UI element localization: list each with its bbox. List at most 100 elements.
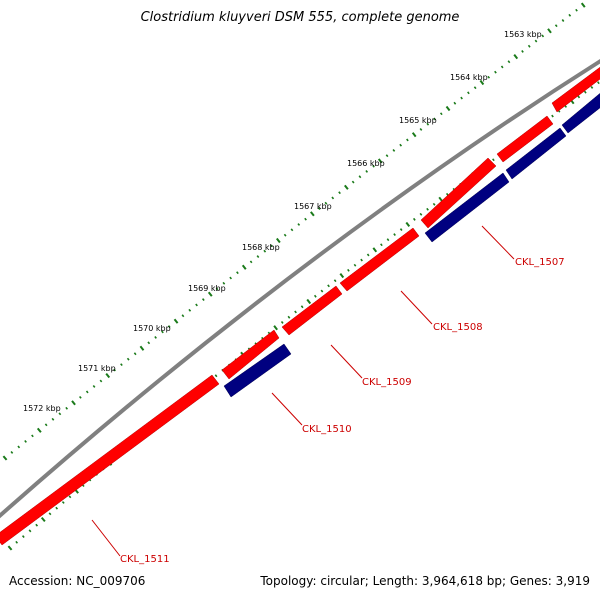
inner-ruler-tick	[40, 516, 46, 523]
inner-ruler-tick	[294, 310, 297, 314]
outer-ruler-tick	[51, 417, 55, 421]
outer-ruler-tick	[580, 2, 586, 8]
genome-summary-text: Topology: circular; Length: 3,964,618 bp…	[260, 574, 590, 588]
outer-ruler-tick	[310, 211, 315, 217]
outer-ruler-tick	[297, 223, 301, 226]
inner-ruler-tick	[492, 158, 495, 162]
outer-ruler-tick	[304, 217, 307, 221]
inner-ruler-tick	[320, 289, 324, 293]
reverse-strand	[223, 93, 600, 398]
inner-ruler-tick	[551, 114, 554, 118]
inner-ruler-tick	[327, 284, 330, 288]
outer-ruler-tick	[222, 281, 226, 285]
outer-ruler-tick	[392, 149, 396, 152]
outer-ruler-tick	[527, 44, 531, 48]
inner-ruler-tick	[300, 305, 304, 309]
gene-label-ckl-1511: CKL_1511	[120, 554, 170, 565]
outer-ruler-tick	[338, 191, 341, 195]
inner-ruler-tick	[347, 268, 350, 272]
outer-ruler-tick	[256, 255, 260, 258]
inner-ruler-tick	[419, 212, 423, 216]
outer-ruler-tick	[270, 244, 273, 248]
leader-ckl-1507	[481, 225, 515, 260]
outer-ruler-tick	[105, 372, 111, 379]
ruler-label-1568: 1568 kbp	[242, 243, 280, 252]
outer-ruler-tick	[236, 271, 239, 275]
gene-ckl-1511-shape	[0, 374, 220, 546]
inner-ruler-tick	[7, 545, 13, 551]
outer-ruler-tick	[36, 427, 42, 433]
outer-ruler-tick	[188, 308, 192, 312]
inner-ruler-tick	[339, 272, 345, 279]
outer-ruler-tick	[406, 138, 409, 142]
outer-ruler-tick	[399, 143, 403, 147]
inner-ruler-tick	[590, 86, 594, 89]
outer-ruler	[2, 2, 586, 461]
outer-ruler-tick	[17, 445, 21, 449]
outer-ruler-tick	[365, 170, 369, 173]
inner-ruler-tick	[412, 217, 416, 221]
map-title: Clostridium kluyveri DSM 555, complete g…	[140, 10, 460, 25]
ruler-label-1565: 1565 kbp	[399, 116, 437, 125]
outer-ruler-tick	[473, 86, 477, 90]
outer-ruler-tick	[568, 13, 572, 17]
inner-ruler-tick	[15, 540, 19, 544]
outer-ruler-tick	[195, 303, 198, 307]
outer-ruler-tick	[521, 50, 524, 53]
outer-ruler-tick	[249, 260, 253, 264]
outer-ruler-tick	[290, 228, 294, 232]
outer-ruler-tick	[358, 175, 362, 179]
outer-ruler-tick	[283, 233, 287, 237]
outer-ruler-tick	[113, 368, 116, 372]
outer-ruler-tick	[426, 122, 430, 126]
outer-ruler-tick	[207, 291, 213, 297]
inner-ruler-tick	[577, 95, 581, 99]
gene-ckl-1510-shape	[223, 343, 292, 398]
outer-ruler-tick	[161, 330, 164, 334]
inner-ruler-tick	[21, 535, 25, 538]
ruler-label-1569: 1569 kbp	[188, 284, 226, 293]
accession-text: Accession: NC_009706	[9, 574, 146, 588]
outer-ruler-tick	[507, 60, 511, 64]
inner-ruler-tick	[306, 298, 312, 305]
gene-reverse-a-shape	[505, 127, 567, 180]
outer-ruler-tick	[324, 201, 328, 205]
inner-ruler-tick	[380, 243, 383, 247]
outer-ruler-tick	[276, 237, 281, 244]
outer-ruler-tick	[331, 196, 335, 200]
outer-ruler-tick	[433, 117, 436, 121]
inner-ruler-tick	[55, 506, 59, 510]
outer-ruler-tick	[385, 154, 389, 158]
inner-ruler-tick	[48, 512, 52, 516]
outer-ruler-tick	[351, 180, 355, 184]
outer-ruler-tick	[181, 314, 185, 318]
gene-forward-a-shape	[420, 157, 497, 229]
inner-ruler-tick	[333, 279, 337, 283]
outer-ruler-tick	[453, 101, 457, 105]
gene-ckl-1507-shape	[424, 172, 510, 243]
inner-ruler-tick	[353, 263, 357, 267]
outer-ruler-tick	[377, 158, 383, 164]
ruler-label-1566: 1566 kbp	[347, 159, 385, 168]
outer-ruler-tick	[78, 395, 82, 399]
outer-ruler-tick	[513, 53, 519, 60]
leader-ckl-1511	[91, 519, 121, 557]
inner-ruler-tick	[432, 202, 436, 206]
inner-ruler-tick	[273, 325, 278, 331]
inner-ruler-tick	[366, 253, 370, 257]
outer-ruler-tick	[344, 184, 349, 190]
outer-ruler-tick	[92, 385, 96, 388]
outer-ruler-tick	[500, 65, 504, 69]
outer-ruler-tick	[65, 406, 69, 410]
inner-ruler-tick	[393, 233, 396, 236]
inner-ruler-tick	[372, 247, 378, 253]
outer-ruler-tick	[71, 400, 76, 406]
outer-ruler-tick	[10, 451, 14, 454]
outer-ruler-tick	[58, 412, 62, 416]
outer-ruler-tick	[2, 455, 8, 461]
inner-ruler-tick	[399, 228, 403, 231]
outer-ruler-tick	[99, 379, 103, 383]
outer-ruler-tick	[241, 264, 247, 270]
outer-ruler-tick	[201, 298, 205, 301]
